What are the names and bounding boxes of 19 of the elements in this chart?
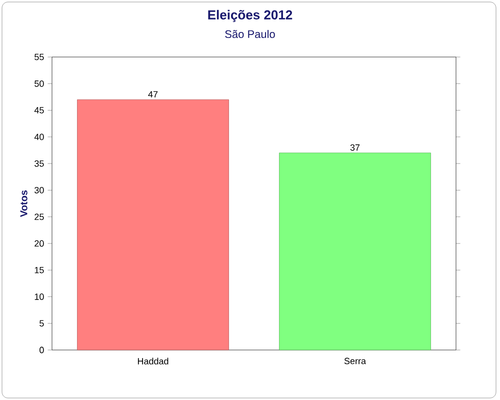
y-tick-label: 55 [34, 54, 44, 60]
data-label: 47 [148, 91, 158, 98]
y-tick-label: 0 [40, 346, 44, 354]
y-tick-label: 10 [34, 294, 44, 300]
y-axis-title: Votos [20, 190, 28, 217]
chart-title: Eleições 2012 [208, 10, 292, 22]
y-tick-label: 35 [34, 160, 44, 167]
y-tick-label: 45 [34, 107, 44, 114]
x-tick-label: Serra [344, 358, 366, 364]
y-tick-label: 20 [34, 240, 44, 247]
x-tick-label: Haddad [138, 358, 168, 364]
y-tick-label: 50 [34, 80, 44, 87]
y-tick-label: 30 [34, 186, 44, 194]
y-tick-label: 5 [40, 320, 44, 327]
y-tick-label: 15 [34, 266, 44, 274]
y-tick-label: 25 [34, 214, 44, 220]
chart-subtitle: São Paulo [225, 30, 275, 38]
data-label: 37 [350, 144, 360, 151]
y-tick-label: 40 [34, 134, 44, 140]
